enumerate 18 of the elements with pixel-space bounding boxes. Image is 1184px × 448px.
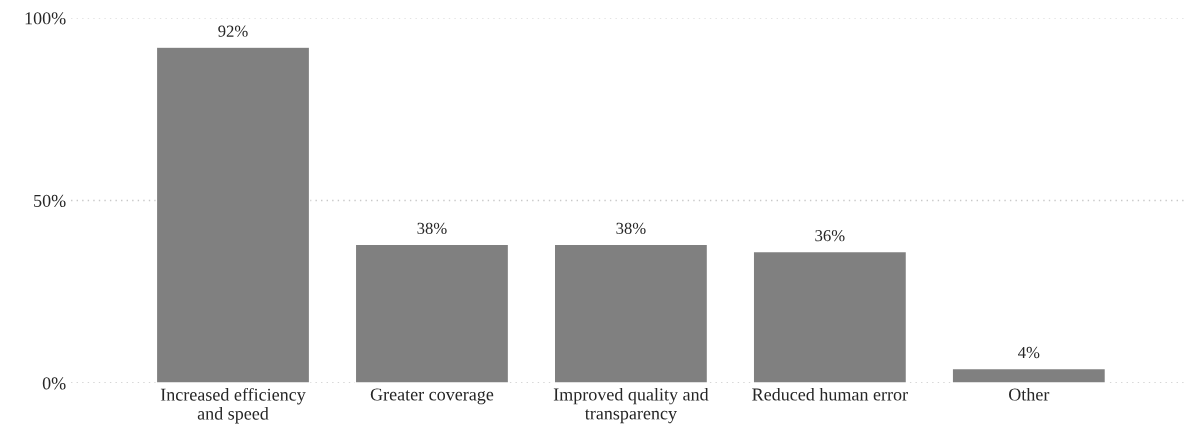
bar <box>553 243 709 384</box>
x-tick-label: Increased efficiency and speed <box>160 387 306 424</box>
bar <box>752 250 908 384</box>
y-tick-label: 0% <box>42 377 66 390</box>
data-label: 38% <box>616 222 646 235</box>
data-label: 36% <box>815 230 845 242</box>
bar <box>155 46 311 384</box>
data-label: 92% <box>218 25 248 37</box>
y-tick-label: 100% <box>25 12 66 25</box>
x-tick-label: Reduced human error <box>752 387 908 401</box>
bar <box>951 367 1107 384</box>
x-tick-label: Other <box>1009 387 1050 401</box>
x-tick-label: Improved quality and transparency <box>553 387 709 424</box>
data-label: 38% <box>417 222 447 235</box>
bar <box>354 243 510 384</box>
y-tick-label: 50% <box>34 194 66 207</box>
data-label: 4% <box>1018 346 1040 359</box>
x-tick-label: Greater coverage <box>370 388 494 405</box>
